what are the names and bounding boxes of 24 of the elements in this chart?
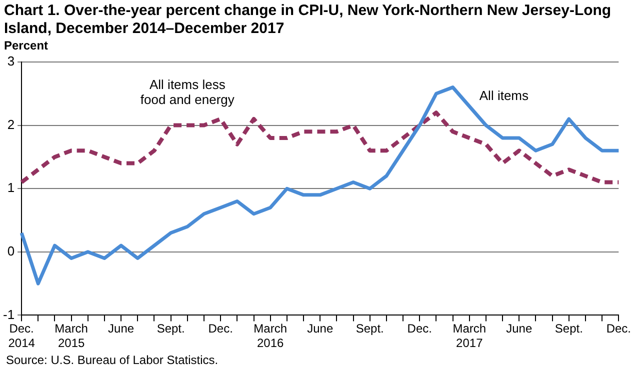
- x-tick-label: Dec. 2014: [8, 322, 36, 350]
- y-axis-title: Percent: [4, 38, 48, 52]
- source-note: Source: U.S. Bureau of Labor Statistics.: [6, 353, 218, 367]
- x-tick-label: Dec.: [208, 322, 233, 336]
- x-tick-label: June: [307, 322, 334, 336]
- y-tick-label: 0: [7, 243, 15, 258]
- x-tick-label: June: [108, 322, 134, 336]
- x-tick-label: June: [506, 322, 532, 336]
- x-tick-label: March 2017: [452, 322, 486, 350]
- chart-title: Chart 1. Over-the-year percent change in CPI-U, New York-Northern New Jersey-Long Island, December 2014–December 2017: [4, 2, 612, 38]
- x-tick-label: Sept.: [554, 322, 583, 336]
- y-tick-label: 2: [7, 116, 15, 132]
- y-tick-label: 3: [7, 54, 15, 69]
- x-tick-label: March 2016: [254, 322, 288, 350]
- y-tick-label: -1: [2, 306, 15, 322]
- series-label: All items less food and energy: [140, 76, 235, 107]
- series-label: All items: [479, 88, 530, 103]
- x-tick-label: Dec.: [407, 322, 432, 336]
- line-series: [20, 110, 621, 184]
- x-tick-label: Sept.: [156, 322, 185, 336]
- x-tick-label: Sept.: [356, 322, 384, 336]
- x-tick-label: Dec.: [606, 322, 632, 336]
- y-tick-label: 1: [7, 180, 15, 196]
- x-tick-label: March 2015: [54, 322, 88, 350]
